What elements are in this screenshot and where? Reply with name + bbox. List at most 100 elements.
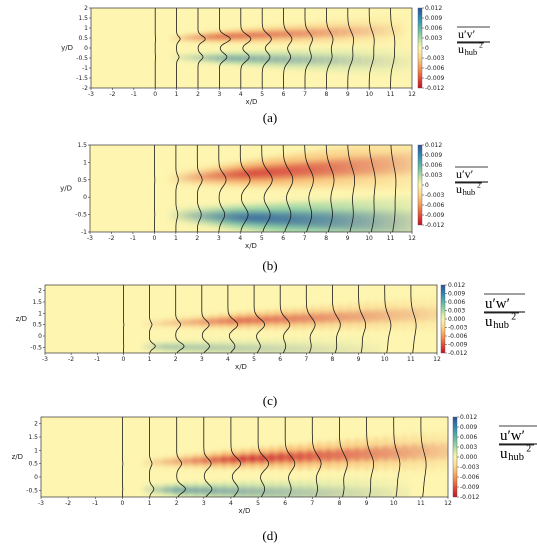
profile-line-x0 xyxy=(123,285,125,353)
lobe-blob-core xyxy=(247,486,258,497)
lobe-blob-core xyxy=(143,344,154,349)
y-tick-label: 1 xyxy=(83,159,87,166)
profile-line-x4 xyxy=(240,8,252,88)
lobe-blob-core xyxy=(188,319,199,326)
colorbar-label-superscript: 2 xyxy=(511,311,516,322)
y-tick-label: 0 xyxy=(84,45,88,52)
x-tick-label: 7 xyxy=(303,91,307,98)
panel-d: -3 -2 -1 0 1 2 3 4 5 6 7 8 9 10 11 12-0.500.511.52x/Dz/… xyxy=(12,414,537,543)
colorbar-tick-label: 0.000 xyxy=(448,316,465,323)
lobe-blob-core xyxy=(143,487,154,492)
lobe-negative xyxy=(142,430,448,472)
colorbar-label-denominator: u xyxy=(456,182,462,196)
y-tick-label: -0.5 xyxy=(30,344,42,351)
colorbar-label-subscript: hub xyxy=(463,188,476,197)
lobe-blob-core xyxy=(179,319,190,326)
lobe-blob-core xyxy=(285,451,296,463)
x-tick-label: 6 xyxy=(283,500,287,507)
lobe-blob-core xyxy=(326,311,337,324)
lobe-blob-core xyxy=(333,486,344,497)
lobe-blob-core xyxy=(395,54,406,69)
x-axis-label: x/D xyxy=(245,242,257,250)
x-tick-label: 9 xyxy=(346,235,350,242)
lobe-blob-core xyxy=(216,317,227,325)
lobe-blob-core xyxy=(188,344,199,351)
lobe-blob-core xyxy=(198,344,209,351)
x-tick-label: 0 xyxy=(120,500,124,507)
lobe-blob-core xyxy=(295,450,306,463)
lobe-blob-core xyxy=(344,310,355,324)
x-axis-label: x/D xyxy=(246,98,258,106)
x-tick-label: 0 xyxy=(152,235,156,242)
colorbar xyxy=(440,284,446,354)
profile-line-x1 xyxy=(176,8,181,88)
lobe-blob-core xyxy=(262,315,273,325)
lobe-positive xyxy=(168,195,412,232)
x-tick-label: 10 xyxy=(365,91,373,98)
contour-field xyxy=(142,296,437,353)
x-tick-label: 4 xyxy=(239,91,243,98)
x-tick-label: 8 xyxy=(338,500,342,507)
lobe-blob-core xyxy=(209,456,220,465)
x-tick-label: 12 xyxy=(408,235,416,242)
profile-line-x2 xyxy=(196,145,203,233)
x-tick-label: 0 xyxy=(153,91,157,98)
lobe-blob-core xyxy=(152,459,163,465)
y-tick-label: 0.5 xyxy=(78,35,88,42)
colorbar xyxy=(417,144,423,226)
lobe-blob-core xyxy=(190,486,201,494)
x-tick-label: 9 xyxy=(346,91,350,98)
x-tick-label: 5 xyxy=(252,356,256,363)
lobe-blob-core xyxy=(304,449,315,463)
lobe-blob-core xyxy=(219,486,230,496)
colorbar-label-numerator: u′w′ xyxy=(485,296,510,312)
profile-line-x3 xyxy=(218,145,227,233)
y-tick-label: 1 xyxy=(34,447,38,454)
y-tick-label: 0.5 xyxy=(32,322,42,329)
y-tick-label: 1.5 xyxy=(28,434,38,441)
x-tick-label: -3 xyxy=(87,235,93,242)
lobe-blob-core xyxy=(266,486,277,497)
colorbar xyxy=(452,416,458,498)
y-tick-label: 1 xyxy=(84,25,88,32)
lobe-blob-core xyxy=(426,305,437,323)
x-tick-label: 8 xyxy=(331,356,335,363)
lobe-blob-core xyxy=(335,310,346,324)
lobe-blob-core xyxy=(390,307,401,323)
profile-line-x0 xyxy=(122,417,124,497)
lobe-blob-core xyxy=(342,486,353,497)
colorbar-tick-label: 0 xyxy=(425,45,429,52)
x-tick-label: 11 xyxy=(387,235,395,242)
x-tick-label: 9 xyxy=(357,356,361,363)
y-tick-label: 1.5 xyxy=(78,15,88,22)
lobe-blob-core xyxy=(161,320,172,326)
profile-line-x8 xyxy=(325,144,335,233)
profile-line-x10 xyxy=(393,417,401,498)
y-tick-label: 0 xyxy=(38,333,42,340)
lobe-blob-core xyxy=(390,485,401,497)
x-tick-label: 10 xyxy=(365,235,373,242)
profile-lines xyxy=(154,144,397,233)
colorbar-tick-label: 0.006 xyxy=(425,162,442,169)
colorbar-label-superscript: 2 xyxy=(477,181,481,190)
lobe-blob-core xyxy=(326,343,337,353)
y-tick-label: 0 xyxy=(34,474,38,481)
colorbar-tick-label: 0.003 xyxy=(460,444,477,451)
profile-line-x2 xyxy=(175,285,185,354)
profile-line-x11 xyxy=(410,285,417,354)
x-tick-label: 10 xyxy=(381,356,389,363)
profile-line-x8 xyxy=(339,417,348,498)
colorbar-tick-label: -0.012 xyxy=(425,222,445,229)
lobe-blob-core xyxy=(266,452,277,464)
profile-line-x2 xyxy=(197,8,206,88)
profile-line-x5 xyxy=(253,285,266,354)
lobe-blob-core xyxy=(333,448,344,463)
panel-caption: (d) xyxy=(262,528,277,543)
colorbar-tick-label: -0.006 xyxy=(425,65,445,72)
x-tick-label: 1 xyxy=(175,91,179,98)
lobe-blob-core xyxy=(181,457,192,465)
x-tick-label: 7 xyxy=(304,356,308,363)
x-tick-label: -2 xyxy=(65,500,71,507)
